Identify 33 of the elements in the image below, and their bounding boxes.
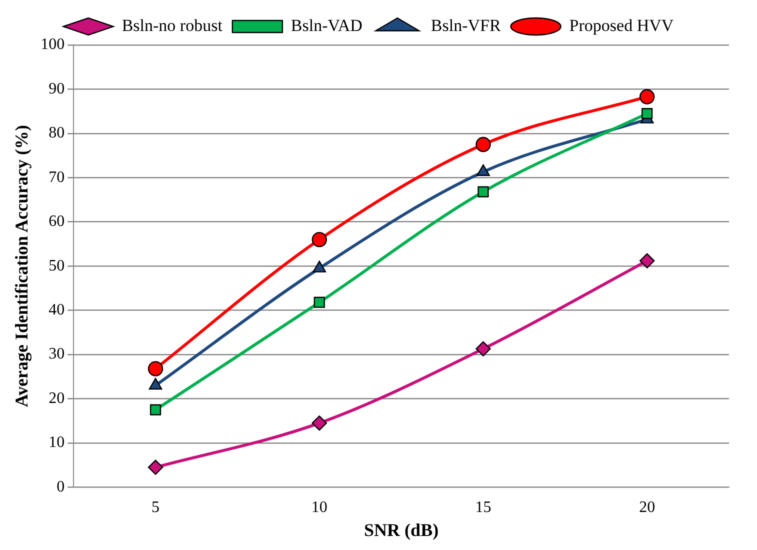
point [148, 361, 164, 376]
y-tick-label: 80 [48, 124, 65, 142]
y-axis-title: Average Identification Accuracy (%) [11, 125, 32, 408]
y-tick-label: 20 [48, 390, 65, 407]
legend-label: Bsln-VAD [290, 16, 362, 35]
point [312, 415, 327, 431]
y-tick-label: 0 [56, 478, 65, 496]
y-tick-label: 90 [48, 80, 65, 98]
point [148, 460, 164, 475]
legend-label: Bsln-no robust [122, 16, 223, 35]
point [314, 296, 325, 308]
point [476, 341, 491, 356]
point [476, 136, 491, 152]
point [312, 232, 327, 248]
point [639, 253, 655, 268]
y-tick-label: 50 [48, 257, 65, 274]
y-tick-label: 60 [48, 213, 65, 230]
point [639, 89, 655, 104]
x-tick-label: 20 [639, 499, 656, 516]
point [150, 404, 162, 416]
x-axis-title: SNR (dB) [364, 520, 439, 540]
y-tick-label: 10 [48, 434, 65, 452]
point [478, 186, 489, 198]
legend-label: Bsln-VFR [430, 16, 502, 35]
y-tick-label: 100 [40, 36, 65, 54]
point [642, 108, 653, 120]
y-tick-label: 30 [48, 346, 65, 363]
y-tick-label: 40 [48, 302, 65, 319]
legend-label: Proposed HVV [569, 16, 674, 35]
x-tick-label: 15 [475, 499, 492, 516]
x-tick-label: 10 [311, 499, 328, 516]
y-tick-label: 70 [48, 168, 65, 186]
x-tick-label: 5 [152, 499, 160, 516]
